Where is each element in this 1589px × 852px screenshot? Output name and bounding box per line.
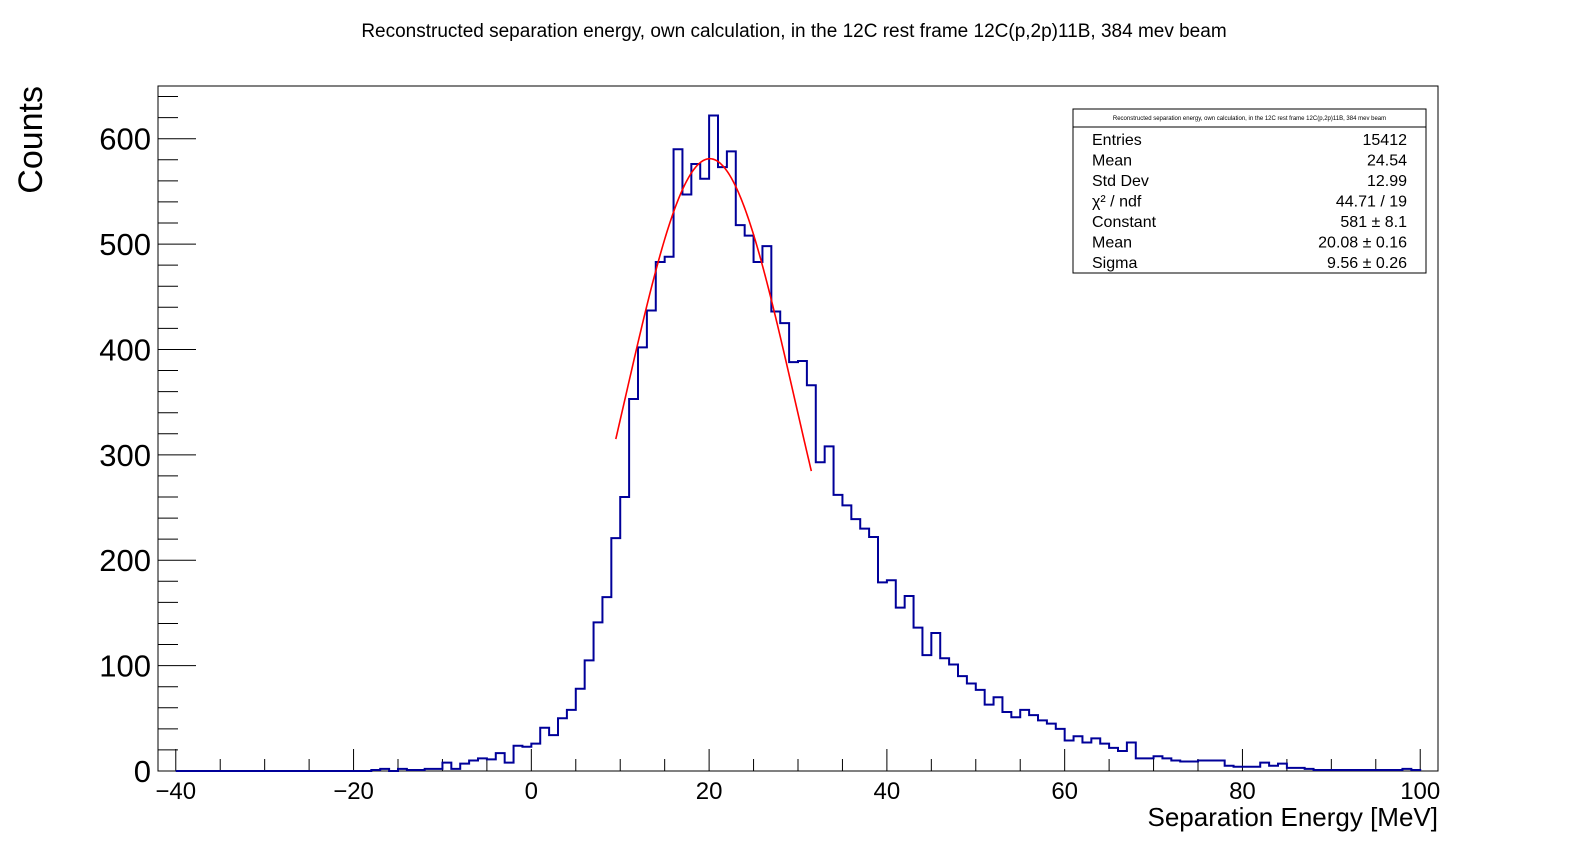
stats-row-label: Std Dev xyxy=(1092,173,1149,190)
y-tick-label: 200 xyxy=(99,543,151,578)
stats-box: Reconstructed separation energy, own cal… xyxy=(1072,108,1427,274)
gaussian-fit-curve xyxy=(615,157,813,472)
stats-row-value: 44.71 / 19 xyxy=(1336,194,1407,211)
x-tick-label: 0 xyxy=(525,778,538,805)
stats-row-value: 581 ± 8.1 xyxy=(1340,214,1407,231)
x-tick-label: 60 xyxy=(1051,778,1078,805)
x-axis-label: Separation Energy [MeV] xyxy=(1148,802,1439,832)
x-tick-label: 100 xyxy=(1400,778,1440,805)
x-axis: −40 −20 0 20 40 60 80 100 xyxy=(155,749,1440,805)
y-axis: 0 100 200 300 400 500 600 xyxy=(99,96,196,789)
stats-rows: Entries 15412 Mean 24.54 Std Dev 12.99 χ² / nd… xyxy=(1092,132,1407,272)
x-tick-label: −20 xyxy=(333,778,374,805)
y-tick-label: 600 xyxy=(99,122,151,157)
x-tick-label: 80 xyxy=(1229,778,1256,805)
stats-row-label: Sigma xyxy=(1092,255,1137,272)
y-tick-label: 0 xyxy=(134,754,151,789)
y-tick-label: 100 xyxy=(99,649,151,684)
y-tick-label: 400 xyxy=(99,332,151,367)
y-axis-label: Counts xyxy=(12,86,50,194)
stats-box-frame xyxy=(1072,108,1427,274)
stats-row-label: Mean xyxy=(1092,235,1132,252)
stats-row-value: 24.54 xyxy=(1367,153,1407,170)
stats-box-title: Reconstructed separation energy, own cal… xyxy=(1113,116,1386,122)
histogram-series xyxy=(175,114,1422,772)
stats-row-value: 9.56 ± 0.26 xyxy=(1327,255,1407,272)
stats-row-label: Constant xyxy=(1092,214,1157,231)
stats-row-value: 12.99 xyxy=(1367,173,1407,190)
x-tick-label: 40 xyxy=(874,778,901,805)
y-tick-label: 300 xyxy=(99,438,151,473)
x-tick-label: −40 xyxy=(155,778,196,805)
stats-row-label: Mean xyxy=(1092,153,1132,170)
stats-row-value: 20.08 ± 0.16 xyxy=(1318,235,1407,252)
chart-title: Reconstructed separation energy, own cal… xyxy=(361,21,1226,42)
stats-row-label: χ² / ndf xyxy=(1092,194,1142,211)
stats-row-value: 15412 xyxy=(1363,132,1408,149)
stats-row-label: Entries xyxy=(1092,132,1142,149)
x-tick-label: 20 xyxy=(696,778,723,805)
y-tick-label: 500 xyxy=(99,227,151,262)
